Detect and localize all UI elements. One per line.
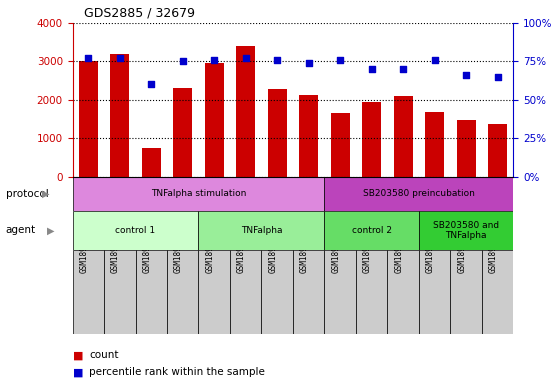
- Bar: [262, 250, 293, 334]
- Text: GSM189809: GSM189809: [111, 231, 120, 273]
- Bar: [167, 250, 199, 334]
- Bar: [387, 250, 419, 334]
- Bar: [425, 112, 444, 177]
- Bar: [236, 46, 255, 177]
- Text: GSM189808: GSM189808: [237, 231, 246, 273]
- Point: [210, 57, 219, 63]
- Text: GSM189815: GSM189815: [331, 231, 340, 273]
- Bar: [331, 113, 350, 177]
- Text: GSM189816: GSM189816: [457, 231, 466, 273]
- Bar: [324, 211, 419, 250]
- Text: GSM189810: GSM189810: [268, 231, 277, 273]
- Bar: [324, 177, 513, 211]
- Text: GSM189807: GSM189807: [79, 231, 88, 273]
- Text: agent: agent: [6, 225, 36, 235]
- Bar: [79, 61, 98, 177]
- Bar: [488, 124, 507, 177]
- Point: [179, 58, 187, 65]
- Text: ▶: ▶: [47, 225, 55, 235]
- Point: [430, 57, 439, 63]
- Bar: [205, 63, 224, 177]
- Point: [336, 57, 345, 63]
- Text: GSM189818: GSM189818: [489, 231, 498, 273]
- Point: [147, 81, 156, 88]
- Bar: [419, 250, 450, 334]
- Text: protocol: protocol: [6, 189, 49, 199]
- Text: GSM189811: GSM189811: [142, 231, 151, 273]
- Bar: [419, 211, 513, 250]
- Text: GSM189813: GSM189813: [174, 231, 183, 273]
- Text: SB203580 and
TNFalpha: SB203580 and TNFalpha: [433, 221, 499, 240]
- Point: [367, 66, 376, 72]
- Text: count: count: [89, 350, 119, 360]
- Text: ■: ■: [73, 367, 83, 377]
- Bar: [174, 88, 192, 177]
- Bar: [356, 250, 387, 334]
- Text: percentile rank within the sample: percentile rank within the sample: [89, 367, 265, 377]
- Bar: [450, 250, 482, 334]
- Bar: [394, 96, 412, 177]
- Point: [84, 55, 93, 61]
- Text: GSM189819: GSM189819: [394, 231, 403, 273]
- Bar: [324, 250, 356, 334]
- Text: GSM189814: GSM189814: [426, 231, 435, 273]
- Text: ▶: ▶: [42, 189, 49, 199]
- Text: GDS2885 / 32679: GDS2885 / 32679: [84, 6, 195, 19]
- Point: [304, 60, 313, 66]
- Bar: [110, 54, 129, 177]
- Text: GSM189817: GSM189817: [363, 231, 372, 273]
- Point: [273, 57, 282, 63]
- Point: [398, 66, 407, 72]
- Bar: [73, 211, 199, 250]
- Bar: [299, 95, 318, 177]
- Bar: [142, 148, 161, 177]
- Bar: [136, 250, 167, 334]
- Bar: [199, 211, 324, 250]
- Bar: [456, 120, 475, 177]
- Point: [241, 55, 250, 61]
- Bar: [73, 177, 324, 211]
- Text: GSM189806: GSM189806: [205, 231, 214, 273]
- Bar: [482, 250, 513, 334]
- Bar: [230, 250, 262, 334]
- Point: [493, 74, 502, 80]
- Text: ■: ■: [73, 350, 83, 360]
- Text: TNFalpha: TNFalpha: [240, 226, 282, 235]
- Bar: [73, 250, 104, 334]
- Bar: [199, 250, 230, 334]
- Bar: [268, 89, 287, 177]
- Bar: [293, 250, 324, 334]
- Point: [461, 72, 470, 78]
- Text: control 1: control 1: [116, 226, 156, 235]
- Bar: [104, 250, 136, 334]
- Text: GSM189812: GSM189812: [300, 231, 309, 273]
- Text: control 2: control 2: [352, 226, 392, 235]
- Text: TNFalpha stimulation: TNFalpha stimulation: [151, 189, 246, 199]
- Point: [116, 55, 124, 61]
- Text: SB203580 preincubation: SB203580 preincubation: [363, 189, 475, 199]
- Bar: [362, 102, 381, 177]
